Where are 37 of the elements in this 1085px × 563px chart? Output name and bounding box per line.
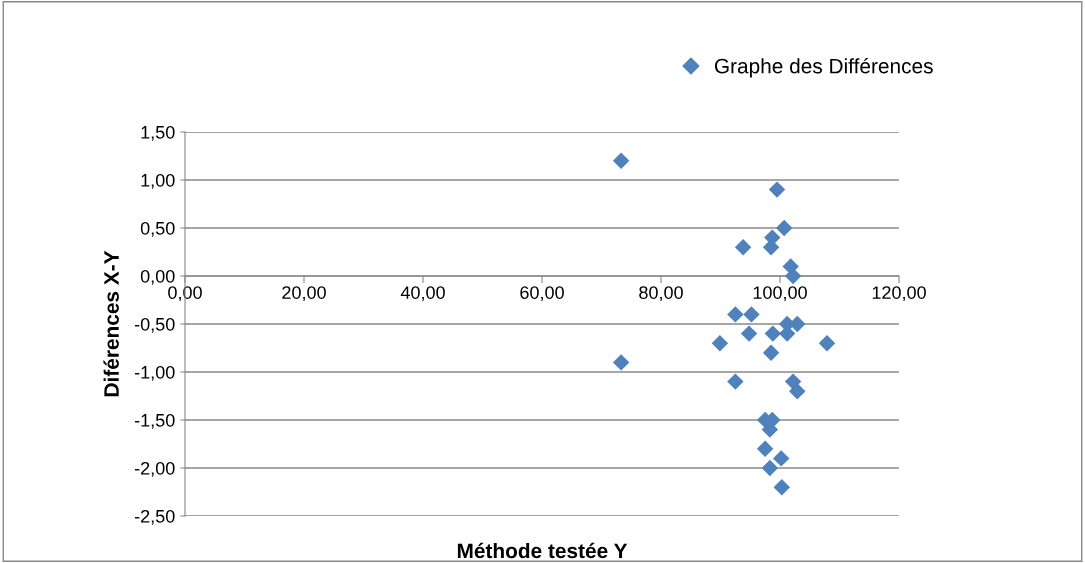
point: [789, 382, 806, 400]
y-tick-label: -1,50: [134, 413, 175, 429]
y-tick-label: -0,50: [134, 317, 175, 333]
y-tick-label: -1,00: [134, 365, 175, 381]
y-tick-label: -2,00: [134, 461, 175, 477]
point: [764, 325, 782, 342]
point: [773, 478, 790, 496]
x-tick-label: 120,00: [872, 286, 926, 302]
point: [612, 152, 630, 170]
x-tick-label: 80,00: [639, 286, 683, 302]
point: [756, 440, 774, 458]
point: [727, 373, 744, 390]
y-axis-title: Diférences X-Y: [103, 250, 119, 397]
x-tick-label: 0,00: [168, 286, 202, 302]
point: [775, 219, 793, 237]
legend-label: Graphe des Différences: [714, 57, 933, 78]
point: [711, 334, 729, 352]
y-tick-label: 0,50: [140, 221, 175, 237]
point: [740, 325, 758, 342]
point: [761, 459, 779, 477]
point: [768, 181, 786, 198]
y-tick-label: 1,50: [141, 125, 175, 141]
x-tick-label: 20,00: [282, 286, 326, 302]
x-tick-label: 40,00: [400, 286, 445, 302]
y-tick-label: 0,00: [140, 269, 175, 285]
point: [743, 306, 760, 323]
x-axis-title: Méthode testée Y: [457, 542, 628, 559]
point: [772, 450, 790, 467]
x-tick-label: 60,00: [520, 286, 564, 302]
point: [734, 238, 752, 256]
x-tick-label: 100,00: [753, 286, 807, 302]
point: [818, 334, 836, 352]
point: [612, 354, 630, 371]
y-tick-label: 1,00: [141, 173, 175, 189]
point: [762, 344, 780, 362]
y-tick-label: -2,50: [134, 509, 175, 525]
point: [727, 306, 744, 323]
